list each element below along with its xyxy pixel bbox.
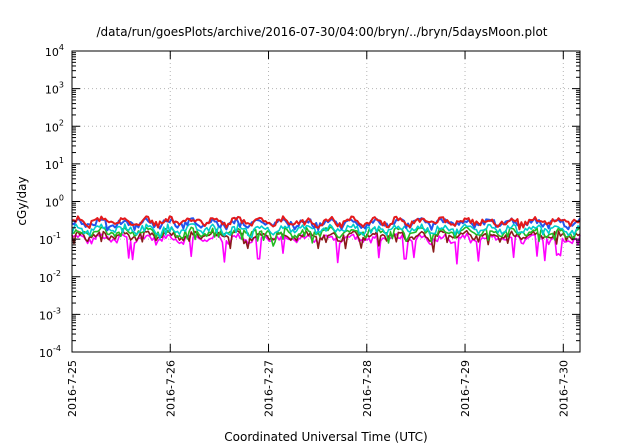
y-axis-label: cGy/day <box>15 176 29 225</box>
y-tick-label: 10-2 <box>39 269 61 285</box>
y-tick-label: 10-1 <box>39 231 61 247</box>
series-layer <box>71 215 581 265</box>
y-tick-label: 10-4 <box>39 344 61 360</box>
x-tick-label: 2016-7-30 <box>557 360 570 417</box>
x-tick-label: 2016-7-25 <box>66 360 79 417</box>
y-tick-label: 103 <box>45 81 64 97</box>
series-line <box>71 223 581 239</box>
grid <box>72 51 580 352</box>
series-line <box>71 232 581 265</box>
x-tick-label: 2016-7-27 <box>263 360 276 417</box>
series-line <box>71 215 581 231</box>
y-tick-labels: 104 103 102 101 100 10-1 10-2 10-3 10-4 <box>39 43 64 360</box>
x-tick-label: 2016-7-28 <box>361 360 374 417</box>
ticks <box>71 50 580 353</box>
y-tick-label: 102 <box>45 118 64 134</box>
series-line <box>71 229 581 253</box>
y-tick-label: 101 <box>45 156 64 172</box>
x-tick-label: 2016-7-29 <box>459 360 472 417</box>
x-tick-label: 2016-7-26 <box>164 360 177 417</box>
series-line <box>71 226 581 247</box>
y-tick-label: 10-3 <box>39 306 61 322</box>
x-axis-label: Coordinated Universal Time (UTC) <box>224 430 427 444</box>
chart-title: /data/run/goesPlots/archive/2016-07-30/0… <box>97 25 548 39</box>
y-tick-label: 104 <box>45 43 64 59</box>
y-tick-label: 100 <box>45 194 64 210</box>
x-tick-labels: 2016-7-25 2016-7-26 2016-7-27 2016-7-28 2016… <box>66 360 570 417</box>
